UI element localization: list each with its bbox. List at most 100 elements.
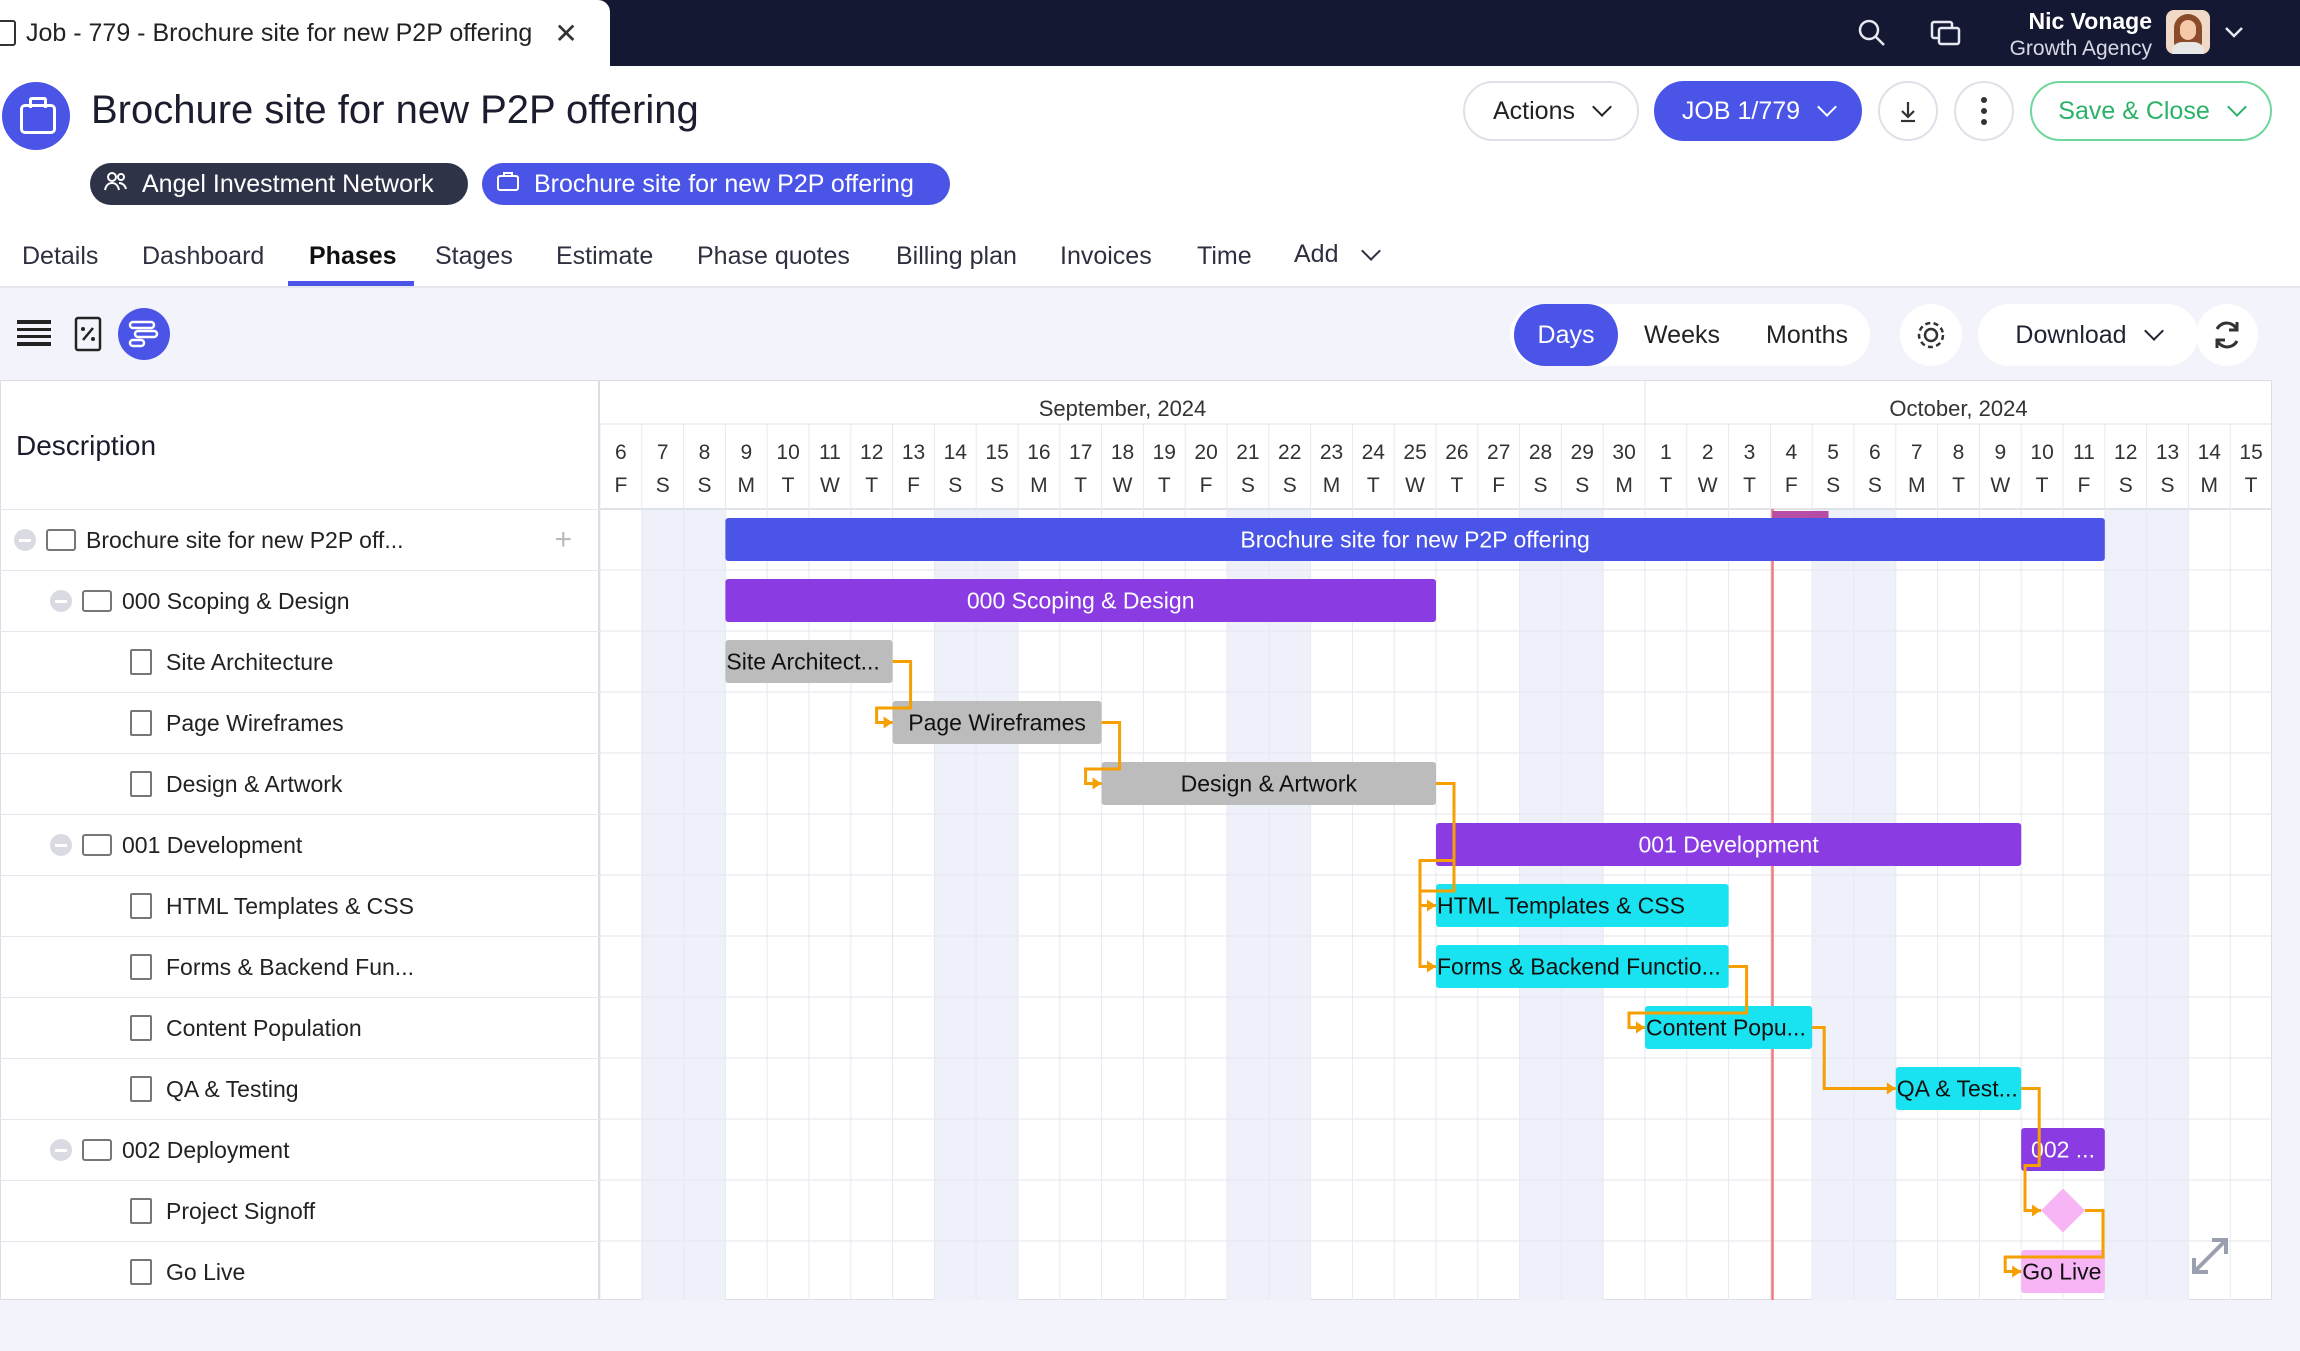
task-row[interactable]: 002 Deployment: [0, 1119, 600, 1180]
weekend-column: [1812, 509, 1854, 1300]
weekend-column: [2104, 509, 2147, 1300]
download-button[interactable]: Download: [1978, 304, 2198, 366]
actions-button[interactable]: Actions: [1463, 81, 1639, 141]
avatar[interactable]: [2166, 10, 2210, 54]
gantt-bar: [1101, 762, 1436, 805]
scale-weeks-button[interactable]: Weeks: [1644, 320, 1720, 349]
weekday-label: F: [1492, 474, 1505, 497]
tab-phases[interactable]: Phases: [309, 242, 397, 270]
weekday-label: T: [865, 474, 878, 497]
tab-billing-plan[interactable]: Billing plan: [896, 242, 1017, 270]
weekday-label: T: [1659, 474, 1672, 497]
chevron-down-icon: [2143, 321, 2164, 341]
weekend-column: [976, 509, 1018, 1300]
weekday-label: S: [990, 474, 1004, 497]
gantt-bar: [1436, 884, 1729, 927]
day-number-label: 25: [1403, 441, 1426, 464]
gantt-bar-label: Content Popu...: [1646, 1015, 1806, 1041]
task-row[interactable]: QA & Testing: [0, 1058, 600, 1119]
task-row[interactable]: Content Population: [0, 997, 600, 1058]
job-chip[interactable]: Brochure site for new P2P offering: [482, 163, 950, 205]
actions-button-label: Actions: [1493, 96, 1575, 125]
page-title: Brochure site for new P2P offering: [91, 88, 699, 132]
task-row[interactable]: Brochure site for new P2P off... +: [0, 509, 600, 570]
weekday-label: M: [1030, 474, 1048, 497]
tab-job-icon: [0, 20, 16, 46]
tab-time[interactable]: Time: [1197, 242, 1252, 270]
dependency-connector: [1418, 782, 1456, 968]
search-icon[interactable]: [1857, 18, 1887, 48]
scale-days-button[interactable]: Days: [1514, 304, 1618, 366]
expand-icon[interactable]: [2188, 1234, 2232, 1278]
day-number-label: 8: [699, 441, 711, 464]
job-number-label: JOB 1/779: [1681, 96, 1801, 125]
day-number-label: 30: [1612, 441, 1635, 464]
download-arrow-button[interactable]: [1878, 81, 1938, 141]
day-number-label: 10: [2030, 441, 2053, 464]
gantt-bar-label: Brochure site for new P2P offering: [1240, 527, 1589, 553]
weekday-label: M: [1908, 474, 1926, 497]
document-tab[interactable]: Job - 779 - Brochure site for new P2P of…: [0, 0, 610, 66]
tab-dashboard[interactable]: Dashboard: [142, 242, 265, 270]
tab-estimate[interactable]: Estimate: [556, 242, 654, 270]
refresh-button[interactable]: [2196, 304, 2258, 366]
refresh-icon: [2215, 321, 2239, 349]
task-row[interactable]: Project Signoff: [0, 1180, 600, 1241]
collapse-icon[interactable]: [50, 1139, 72, 1161]
settings-button[interactable]: [1900, 304, 1962, 366]
task-row[interactable]: 001 Development: [0, 814, 600, 875]
client-chip-label: Angel Investment Network: [142, 169, 434, 198]
weekday-label: M: [1615, 474, 1633, 497]
estimate-view-icon[interactable]: [62, 308, 114, 360]
scale-months-button[interactable]: Months: [1766, 320, 1848, 349]
weekday-label: F: [1200, 474, 1213, 497]
people-icon: [104, 170, 128, 198]
tab-invoices[interactable]: Invoices: [1060, 242, 1152, 270]
task-row[interactable]: Forms & Backend Fun...: [0, 936, 600, 997]
task-row-label: Project Signoff: [166, 1197, 316, 1224]
user-menu-chevron-icon[interactable]: [2222, 20, 2246, 44]
weekday-label: F: [907, 474, 920, 497]
add-row-icon[interactable]: +: [554, 523, 572, 556]
client-chip[interactable]: Angel Investment Network: [90, 163, 468, 205]
tab-phase-quotes[interactable]: Phase quotes: [697, 242, 850, 270]
day-number-label: 15: [985, 441, 1008, 464]
tab-stages[interactable]: Stages: [435, 242, 513, 270]
job-number-button[interactable]: JOB 1/779: [1654, 81, 1862, 141]
task-row[interactable]: Go Live: [0, 1241, 600, 1302]
day-number-label: 11: [2073, 441, 2095, 464]
more-options-button[interactable]: [1954, 81, 2014, 141]
chevron-down-icon: [1592, 97, 1612, 117]
list-view-icon[interactable]: [8, 308, 60, 360]
collapse-icon[interactable]: [50, 834, 72, 856]
task-row[interactable]: Page Wireframes: [0, 692, 600, 753]
milestone-diamond: [2041, 1188, 2085, 1233]
tab-details[interactable]: Details: [22, 242, 99, 270]
collapse-icon[interactable]: [14, 529, 36, 551]
save-close-button[interactable]: Save & Close: [2030, 81, 2272, 141]
task-row-label: Brochure site for new P2P off...: [86, 526, 404, 553]
tab-add[interactable]: Add: [1294, 240, 1382, 269]
dependency-connector: [1627, 965, 1749, 1029]
briefcase-small-icon: [496, 170, 520, 198]
gantt-view-icon[interactable]: [118, 308, 170, 360]
task-row-label: 002 Deployment: [122, 1136, 290, 1163]
weekday-label: S: [1826, 474, 1840, 497]
gantt-bar-label: HTML Templates & CSS: [1437, 893, 1685, 919]
weekday-label: W: [820, 474, 840, 497]
user-info[interactable]: Nic Vonage Growth Agency: [2010, 8, 2152, 61]
task-row[interactable]: 000 Scoping & Design: [0, 570, 600, 631]
collapse-icon[interactable]: [50, 590, 72, 612]
day-number-label: 17: [1069, 441, 1092, 464]
task-row[interactable]: Design & Artwork: [0, 753, 600, 814]
dependency-connector: [2003, 1209, 2105, 1273]
dependency-arrowhead: [1636, 1021, 1645, 1034]
gantt-bar: [725, 640, 893, 683]
weekday-label: T: [2245, 474, 2258, 497]
windows-icon[interactable]: [1930, 18, 1962, 48]
tab-close-button[interactable]: ✕: [554, 17, 578, 49]
task-row[interactable]: Site Architecture: [0, 631, 600, 692]
task-row[interactable]: HTML Templates & CSS: [0, 875, 600, 936]
dependency-arrowhead: [1427, 960, 1436, 973]
more-vertical-icon: [1981, 97, 1987, 125]
